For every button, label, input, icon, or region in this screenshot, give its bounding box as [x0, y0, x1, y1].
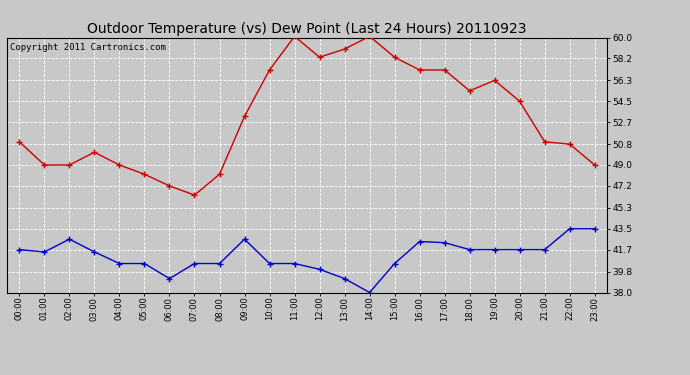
Title: Outdoor Temperature (vs) Dew Point (Last 24 Hours) 20110923: Outdoor Temperature (vs) Dew Point (Last… — [88, 22, 526, 36]
Text: Copyright 2011 Cartronics.com: Copyright 2011 Cartronics.com — [10, 43, 166, 52]
